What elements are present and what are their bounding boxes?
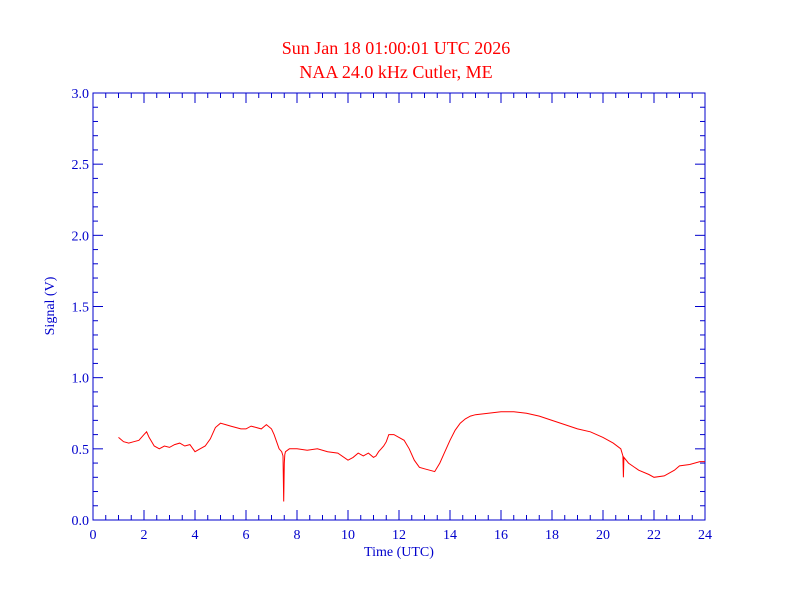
x-tick-label: 14 <box>443 528 457 543</box>
y-tick-label: 2.0 <box>72 229 90 244</box>
x-tick-label: 8 <box>294 528 301 543</box>
y-tick-label: 1.5 <box>72 301 90 316</box>
y-axis-label: Signal (V) <box>43 276 58 335</box>
chart-title: Sun Jan 18 01:00:01 UTC 2026 <box>282 38 511 58</box>
x-tick-label: 12 <box>392 528 406 543</box>
x-axis-label: Time (UTC) <box>364 545 434 560</box>
signal-series-line <box>118 411 705 502</box>
y-tick-label: 2.5 <box>72 158 90 173</box>
y-tick-label: 0.0 <box>72 514 90 529</box>
x-tick-label: 10 <box>341 528 355 543</box>
x-tick-label: 2 <box>141 528 148 543</box>
axis-ticks <box>92 92 706 521</box>
x-tick-label: 24 <box>698 528 712 543</box>
x-tick-label: 18 <box>545 528 559 543</box>
x-tick-label: 16 <box>494 528 508 543</box>
plot-frame <box>92 92 706 521</box>
x-tick-label: 4 <box>192 528 199 543</box>
axis-tick-labels: 0 2 4 6 8 10 12 14 16 18 20 22 240.00.51.01.52.02.53… <box>72 87 713 543</box>
x-tick-label: 0 <box>90 528 97 543</box>
y-tick-label: 1.0 <box>72 372 90 387</box>
x-tick-label: 22 <box>647 528 661 543</box>
chart-subtitle: NAA 24.0 kHz Cutler, ME <box>299 62 492 82</box>
y-tick-label: 3.0 <box>72 87 90 102</box>
y-tick-label: 0.5 <box>72 443 90 458</box>
x-tick-label: 6 <box>243 528 250 543</box>
x-tick-label: 20 <box>596 528 610 543</box>
